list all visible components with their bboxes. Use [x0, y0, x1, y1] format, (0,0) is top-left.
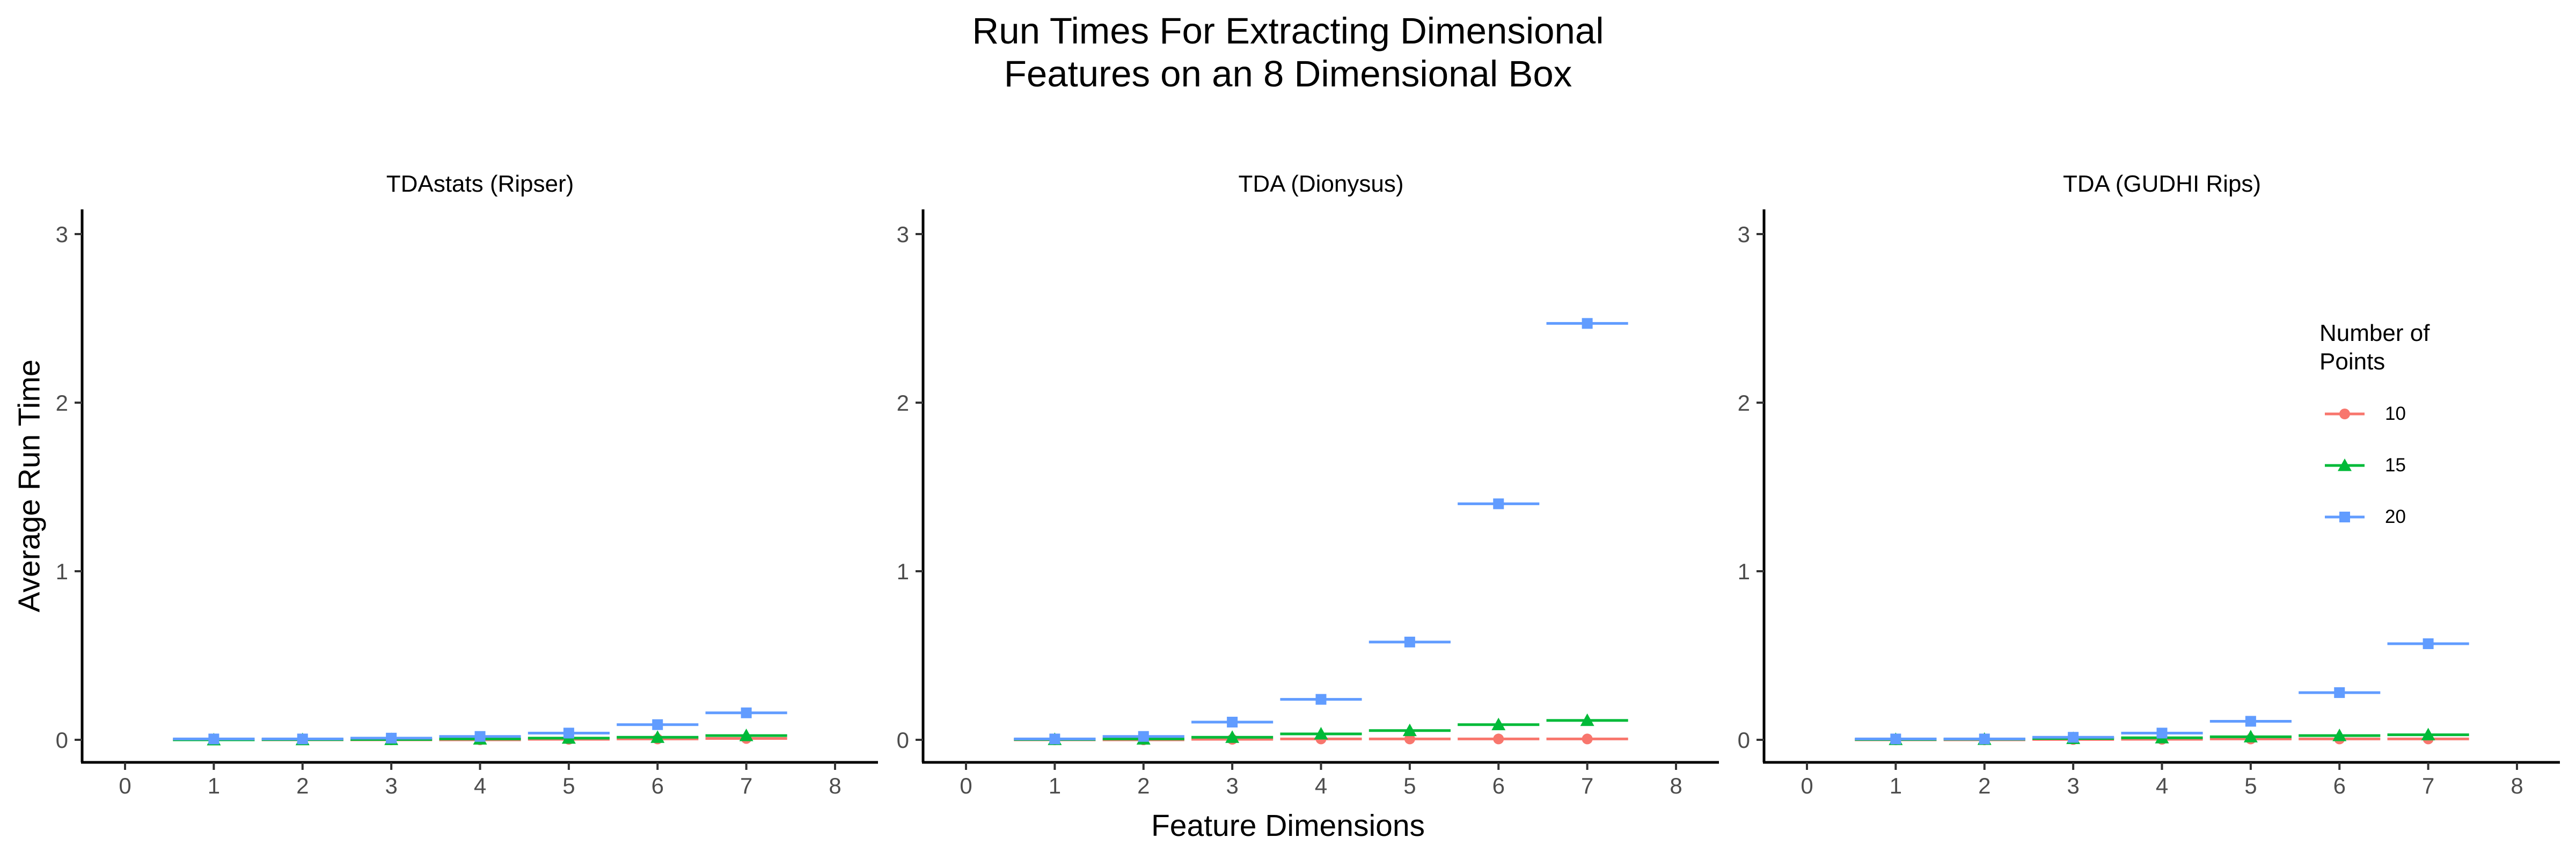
legend-title: Number of Points [2319, 319, 2429, 376]
series-15-panel-1-point-3 [1314, 727, 1328, 740]
series-15-panel-1-point-2 [1225, 730, 1240, 743]
x-tick-label-panel-1-5: 5 [1403, 773, 1416, 798]
y-tick-label-panel-1-0: 0 [897, 727, 909, 753]
series-20-panel-0-point-1 [297, 733, 308, 745]
series-20-panel-1-point-6 [1582, 318, 1593, 329]
x-tick-label-panel-1-2: 2 [1137, 773, 1150, 798]
x-tick-label-panel-0-2: 2 [296, 773, 309, 798]
series-15-panel-0-point-6 [739, 729, 753, 741]
series-20-panel-2-point-0 [1890, 733, 1901, 745]
series-20-panel-2-point-6 [2423, 638, 2434, 650]
x-tick-label-panel-1-4: 4 [1315, 773, 1327, 798]
x-tick-label-panel-1-1: 1 [1049, 773, 1061, 798]
x-tick-label-panel-0-0: 0 [119, 773, 131, 798]
x-tick-label-panel-2-8: 8 [2511, 773, 2523, 798]
x-tick-label-panel-0-4: 4 [474, 773, 486, 798]
y-tick-label-panel-2-1: 1 [1738, 559, 1750, 584]
legend-title-line-2: Points [2319, 348, 2385, 375]
y-tick-label-panel-1-3: 3 [897, 222, 909, 247]
legend-label-10: 10 [2385, 403, 2406, 424]
y-tick-label-panel-0-0: 0 [56, 727, 68, 753]
y-tick-label-panel-2-0: 0 [1738, 727, 1750, 753]
series-15-panel-2-point-5 [2332, 729, 2347, 741]
y-tick-label-panel-0-2: 2 [56, 390, 68, 416]
panel-title-tdastats: TDAstats (Ripser) [386, 171, 574, 197]
series-20-panel-0-point-5 [652, 719, 663, 730]
x-tick-label-panel-0-1: 1 [208, 773, 220, 798]
y-tick-label-panel-1-2: 2 [897, 390, 909, 416]
legend-key-marker-20 [2339, 512, 2350, 522]
y-tick-label-panel-2-3: 3 [1738, 222, 1750, 247]
chart-title-line-2: Features on an 8 Dimensional Box [1004, 53, 1572, 94]
series-20-panel-0-point-6 [741, 707, 752, 718]
series-20-panel-1-point-0 [1049, 733, 1060, 745]
y-tick-label-panel-1-1: 1 [897, 559, 909, 584]
x-tick-label-panel-1-0: 0 [960, 773, 972, 798]
x-tick-label-panel-1-3: 3 [1226, 773, 1238, 798]
x-tick-label-panel-2-4: 4 [2156, 773, 2168, 798]
series-20-panel-1-point-5 [1493, 498, 1504, 509]
series-20-panel-2-point-5 [2334, 687, 2345, 698]
x-tick-label-panel-2-3: 3 [2067, 773, 2079, 798]
legend-key-marker-10 [2339, 409, 2350, 419]
series-20-panel-0-point-2 [386, 732, 397, 744]
legend-label-20: 20 [2385, 506, 2406, 527]
y-tick-label-panel-2-2: 2 [1738, 390, 1750, 416]
x-axis-label: Feature Dimensions [1151, 809, 1425, 843]
chart-title-line-1: Run Times For Extracting Dimensional [972, 10, 1604, 52]
x-tick-label-panel-1-8: 8 [1670, 773, 1682, 798]
series-20-panel-2-point-2 [2068, 732, 2079, 743]
x-tick-label-panel-2-5: 5 [2244, 773, 2257, 798]
x-tick-label-panel-2-0: 0 [1801, 773, 1813, 798]
series-20-panel-2-point-3 [2156, 727, 2168, 739]
series-10-panel-1-point-5 [1493, 733, 1504, 745]
legend-title-line-1: Number of [2319, 320, 2430, 346]
legend-label-15: 15 [2385, 455, 2406, 476]
series-15-panel-1-point-6 [1580, 713, 1594, 726]
x-tick-label-panel-1-7: 7 [1581, 773, 1593, 798]
legend-key-marker-15 [2338, 458, 2352, 471]
x-tick-label-panel-0-5: 5 [562, 773, 575, 798]
x-tick-label-panel-2-2: 2 [1978, 773, 1990, 798]
series-20-panel-0-point-3 [474, 731, 486, 742]
panel-title-gudhi: TDA (GUDHI Rips) [2062, 171, 2262, 197]
series-15-panel-2-point-4 [2243, 730, 2258, 742]
x-tick-label-panel-2-1: 1 [1890, 773, 1902, 798]
series-20-panel-2-point-4 [2245, 716, 2256, 727]
x-tick-label-panel-2-6: 6 [2333, 773, 2346, 798]
y-tick-label-panel-0-3: 3 [56, 222, 68, 247]
series-10-panel-1-point-4 [1404, 733, 1415, 745]
series-20-panel-2-point-1 [1979, 733, 1990, 745]
series-15-panel-2-point-6 [2421, 727, 2435, 740]
x-tick-label-panel-0-7: 7 [740, 773, 752, 798]
x-tick-label-panel-0-6: 6 [652, 773, 664, 798]
x-tick-label-panel-2-7: 7 [2422, 773, 2434, 798]
series-20-panel-1-point-1 [1138, 731, 1149, 742]
series-10-panel-1-point-6 [1582, 733, 1593, 745]
series-15-panel-0-point-5 [650, 730, 665, 743]
series-20-panel-0-point-4 [563, 727, 574, 739]
series-15-panel-1-point-5 [1491, 717, 1506, 731]
x-tick-label-panel-0-8: 8 [829, 773, 841, 798]
x-tick-label-panel-0-3: 3 [385, 773, 397, 798]
x-tick-label-panel-1-6: 6 [1492, 773, 1505, 798]
y-tick-label-panel-0-1: 1 [56, 559, 68, 584]
series-20-panel-1-point-4 [1404, 636, 1415, 647]
series-20-panel-1-point-2 [1227, 717, 1238, 728]
series-15-panel-1-point-4 [1402, 723, 1417, 737]
series-20-panel-0-point-0 [208, 733, 219, 745]
series-20-panel-1-point-3 [1315, 694, 1327, 705]
panel-title-dionysus: TDA (Dionysus) [1238, 171, 1404, 197]
